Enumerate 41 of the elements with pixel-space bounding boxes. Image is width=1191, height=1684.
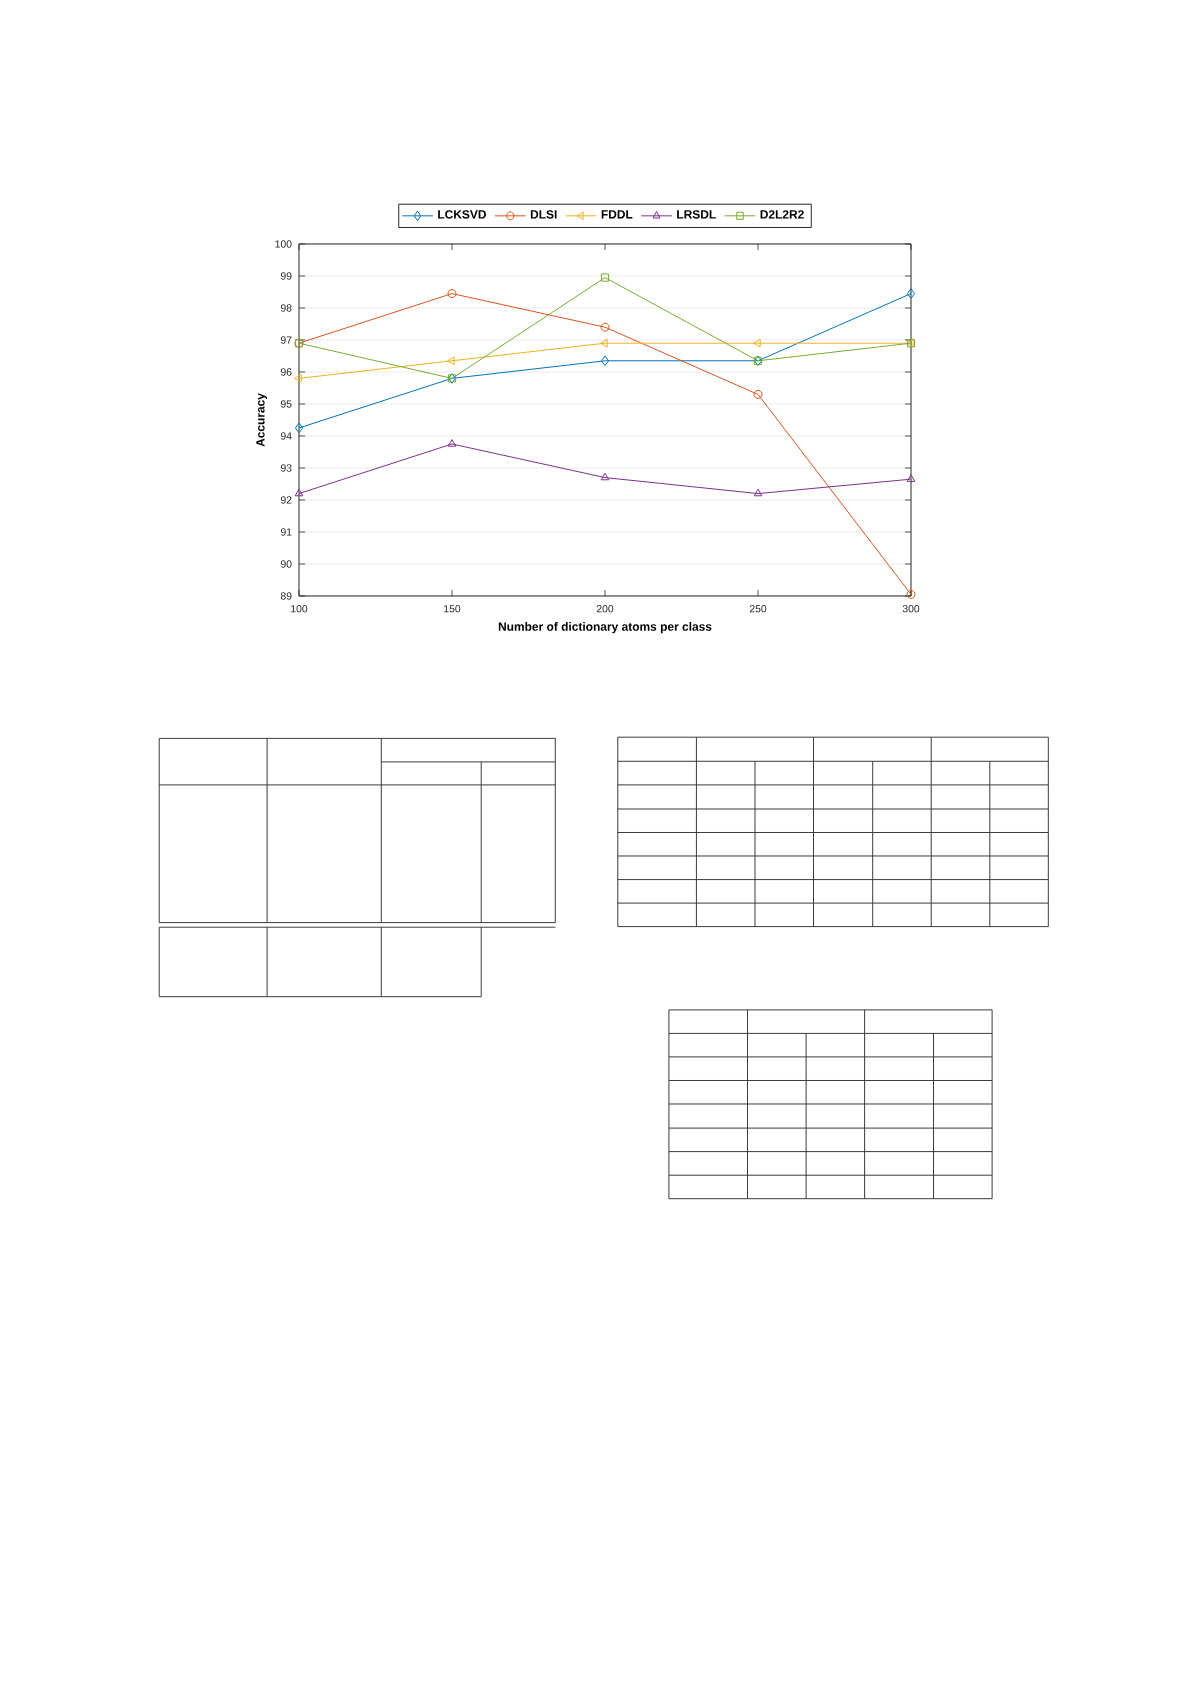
point (600, 338, 608, 348)
x-tick-label: 300 (902, 605, 920, 613)
point (753, 389, 763, 399)
point (294, 488, 304, 497)
y-tick-label: 96 (280, 368, 292, 376)
legend-label: D2L2R2 (760, 210, 804, 219)
y-tick-label: 94 (280, 432, 292, 440)
y-tick-label: 93 (280, 464, 292, 472)
point (447, 439, 457, 447)
point (600, 273, 610, 282)
y-tick-label: 90 (280, 560, 292, 568)
point (753, 338, 761, 348)
legend-label: DLSI (530, 210, 557, 219)
point (906, 288, 916, 299)
point (753, 488, 763, 497)
y-tick-label: 100 (275, 240, 292, 248)
point (906, 589, 916, 599)
x-tick-label: 200 (596, 605, 614, 613)
y-tick-label: 99 (280, 272, 292, 280)
point (447, 356, 455, 366)
legend-label: LRSDL (677, 210, 716, 219)
x-tick-label: 150 (444, 605, 461, 613)
y-tick-label: 95 (280, 400, 292, 408)
point (600, 472, 610, 481)
x-tick-label: 100 (291, 605, 308, 613)
point (294, 422, 304, 434)
legend-label: FDDL (601, 210, 633, 219)
y-tick-label: 98 (280, 304, 292, 312)
point (447, 289, 457, 299)
point (600, 322, 610, 332)
point (906, 474, 916, 482)
y-tick-label: 97 (280, 336, 292, 344)
y-axis-title: Accuracy (256, 393, 267, 447)
x-tick-label: 250 (749, 605, 767, 613)
y-tick-label: 91 (280, 528, 292, 536)
legend-label: LCKSVD (438, 210, 487, 219)
point (600, 355, 610, 367)
x-axis-title: Number of dictionary atoms per class (498, 622, 712, 634)
y-tick-label: 89 (280, 592, 292, 600)
y-tick-label: 92 (280, 496, 292, 504)
point (294, 374, 302, 383)
